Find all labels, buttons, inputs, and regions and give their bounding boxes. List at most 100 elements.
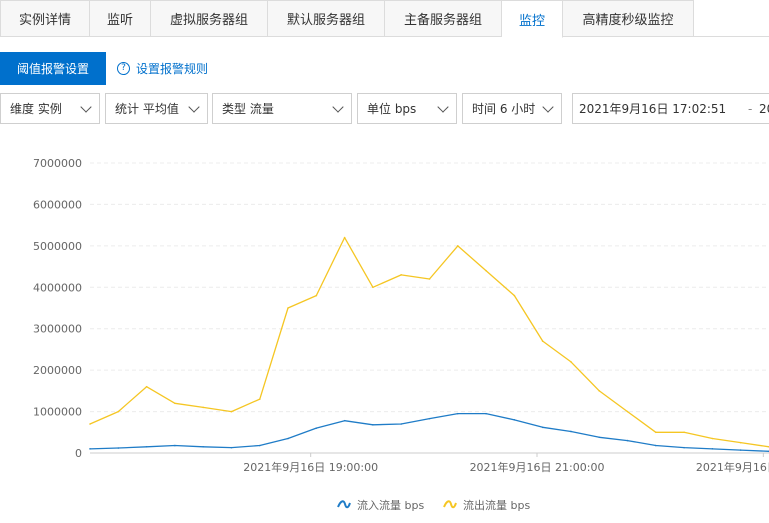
threshold-alarm-button[interactable]: 阈值报警设置 [0, 52, 106, 85]
y-tick-label: 0 [75, 447, 82, 460]
data-point [570, 430, 572, 433]
date-separator: - [748, 102, 753, 116]
data-point [258, 398, 261, 400]
data-point [315, 294, 318, 297]
traffic-line-chart: 0 1000000 2000000 3000000 4000000 5000000 6000… [33, 157, 769, 474]
tab-master-slave-group[interactable]: 主备服务器组 [385, 0, 502, 37]
y-tick-label: 3000000 [33, 323, 82, 336]
tab-label: 监控 [518, 13, 545, 29]
data-point [145, 445, 148, 448]
data-point [230, 446, 233, 449]
data-point [541, 426, 544, 429]
tab-listener[interactable]: 监听 [90, 0, 151, 37]
legend-item-in[interactable]: 流入流量 bps [337, 497, 424, 513]
time-range-select[interactable]: 时间 6 小时 [462, 93, 562, 124]
data-point [372, 286, 374, 289]
data-point [287, 437, 289, 440]
data-point [174, 444, 176, 447]
data-point [485, 412, 487, 415]
data-point [739, 441, 742, 444]
data-point [428, 278, 431, 280]
chevron-down-icon [80, 101, 92, 113]
legend-line-icon [443, 500, 457, 509]
data-point [626, 410, 629, 413]
button-label: 阈值报警设置 [16, 62, 89, 76]
data-point [513, 419, 516, 421]
data-point [145, 385, 148, 388]
data-point [626, 439, 629, 442]
type-select[interactable]: 类型 流量 [212, 93, 352, 124]
data-point [89, 448, 91, 450]
data-point [485, 269, 487, 272]
dimension-select[interactable]: 维度 实例 [0, 93, 100, 124]
tab-high-precision-monitoring[interactable]: 高精度秒级监控 [563, 0, 694, 37]
chevron-down-icon [188, 101, 200, 113]
data-point [343, 236, 346, 239]
date-range-picker[interactable]: 2021年9月16日 17:02:51 - 20 [572, 93, 769, 124]
data-point [89, 423, 91, 425]
date-end: 20 [759, 102, 769, 116]
chevron-down-icon [332, 101, 344, 113]
select-value: 维度 实例 [10, 102, 62, 116]
data-point [400, 274, 403, 276]
data-point [541, 340, 544, 342]
chevron-down-icon [542, 101, 554, 113]
tab-label: 监听 [106, 13, 133, 28]
data-point [711, 448, 714, 450]
y-tick-label: 1000000 [33, 406, 82, 419]
data-point [117, 447, 120, 449]
data-point [287, 307, 289, 309]
tab-default-server-group[interactable]: 默认服务器组 [268, 0, 385, 37]
y-tick-label: 4000000 [33, 281, 82, 294]
data-point [456, 412, 459, 415]
chart-legend: 流入流量 bps 流出流量 bps [0, 497, 769, 517]
select-value: 时间 6 小时 [472, 102, 536, 116]
tab-vserver-groups[interactable]: 虚拟服务器组 [151, 0, 268, 37]
data-point [372, 424, 374, 426]
data-point [655, 444, 657, 447]
data-point [174, 402, 176, 405]
select-value: 类型 流量 [222, 102, 274, 116]
tab-label: 虚拟服务器组 [169, 13, 248, 28]
data-point [315, 427, 318, 429]
data-point [513, 294, 516, 297]
tab-label: 实例详情 [18, 13, 71, 28]
y-tick-label: 7000000 [33, 157, 82, 170]
link-label: 设置报警规则 [136, 62, 209, 76]
data-point [117, 410, 120, 413]
tab-label: 默认服务器组 [286, 13, 365, 28]
tab-label: 高精度秒级监控 [582, 13, 674, 28]
y-tick-label: 6000000 [33, 198, 82, 211]
chevron-down-icon [437, 101, 449, 113]
legend-item-out[interactable]: 流出流量 bps [443, 497, 530, 513]
data-point [230, 410, 233, 413]
data-point [343, 419, 346, 422]
data-point [456, 245, 459, 247]
data-point [711, 437, 714, 440]
tab-label: 主备服务器组 [403, 13, 482, 28]
data-point [258, 444, 261, 447]
legend-label: 流出流量 bps [463, 499, 531, 512]
data-point [683, 431, 685, 434]
y-tick-label: 2000000 [33, 364, 82, 377]
data-point [400, 423, 403, 425]
data-point [739, 449, 742, 451]
x-tick-label: 2021年9月16日 23:00:00 [696, 460, 769, 474]
data-point [428, 417, 431, 420]
x-tick-label: 2021年9月16日 19:00:00 [243, 460, 378, 474]
date-start: 2021年9月16日 17:02:51 [579, 102, 727, 116]
series-line-outbound [89, 236, 769, 448]
x-tick-label: 2021年9月16日 21:00:00 [470, 460, 605, 474]
select-value: 单位 bps [367, 102, 417, 116]
tab-monitoring[interactable]: 监控 [502, 0, 563, 38]
legend-line-icon [337, 500, 351, 509]
data-point [598, 436, 601, 439]
alarm-rules-link[interactable]: ? 设置报警规则 [117, 52, 208, 85]
data-point [655, 431, 657, 434]
tab-instance-details[interactable]: 实例详情 [0, 0, 90, 37]
statistic-select[interactable]: 统计 平均值 [105, 93, 208, 124]
data-point [570, 361, 572, 363]
question-circle-icon: ? [117, 62, 130, 75]
unit-select[interactable]: 单位 bps [357, 93, 457, 124]
tab-bar: 实例详情 监听 虚拟服务器组 默认服务器组 主备服务器组 监控 高精度秒级监控 [0, 0, 769, 38]
